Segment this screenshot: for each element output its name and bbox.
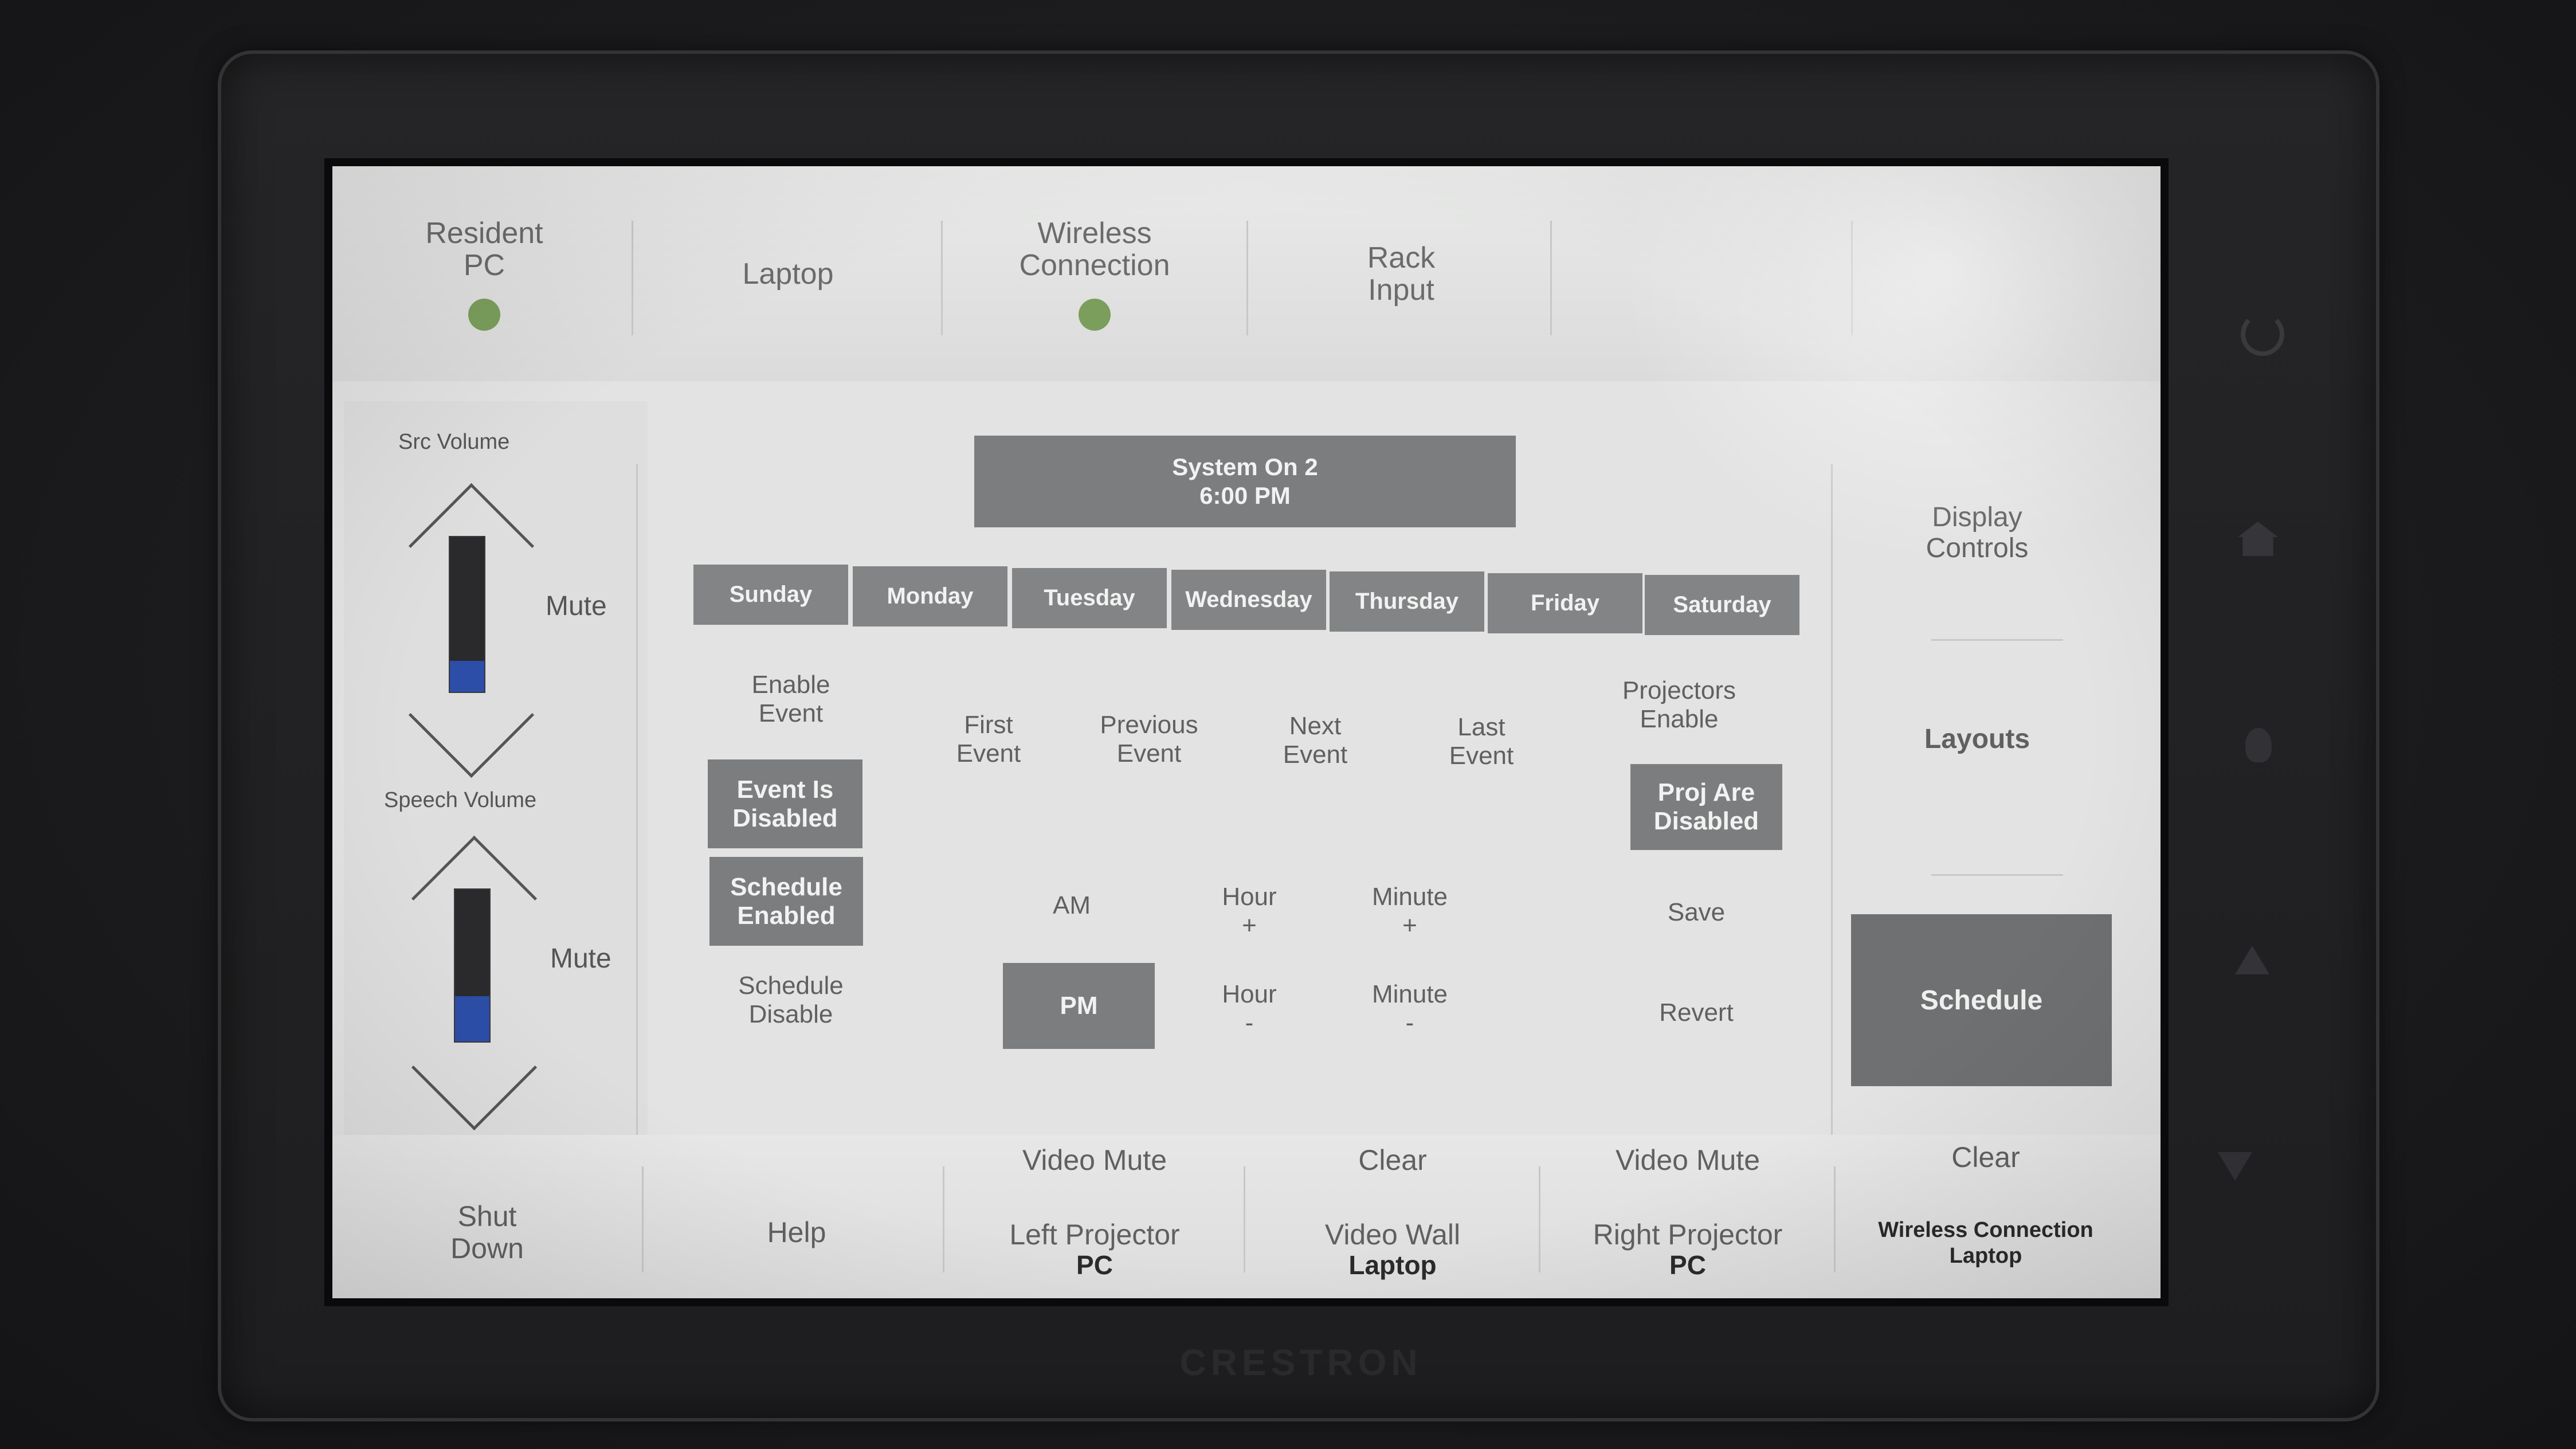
divider [941, 221, 943, 335]
revert-button[interactable]: Revert [1659, 998, 1734, 1027]
source-label: Resident PC [425, 216, 543, 282]
minute-increase-button[interactable]: Minute + [1371, 883, 1448, 939]
divider [1246, 221, 1248, 335]
divider [1851, 221, 1853, 335]
bottom-bar [332, 1135, 2161, 1298]
video-wall-name: Video Wall [1324, 1219, 1461, 1251]
source-empty-button[interactable] [1854, 166, 2158, 381]
layouts-button[interactable]: Layouts [1924, 724, 2030, 754]
first-event-button[interactable]: First Event [956, 711, 1021, 767]
video-wall-clear-button[interactable]: Clear [1358, 1144, 1427, 1176]
brand-logo: CRESTRON [1179, 1342, 1422, 1383]
power-icon[interactable] [2241, 312, 2284, 356]
wireless-connection-source: Laptop [1949, 1244, 2022, 1268]
schedule-enabled-button[interactable]: Schedule Enabled [709, 857, 863, 946]
speech-volume-level [455, 996, 489, 1041]
save-button[interactable]: Save [1667, 898, 1726, 926]
hour-decrease-button[interactable]: Hour - [1222, 980, 1277, 1037]
right-projector-control[interactable]: Video Mute Right Projector PC [1539, 1135, 1837, 1298]
wireless-connection-name: Wireless Connection [1878, 1218, 2093, 1242]
speech-mute-button[interactable]: Mute [550, 943, 611, 974]
divider [943, 1166, 944, 1272]
am-button[interactable]: AM [1053, 891, 1091, 919]
video-wall-control[interactable]: Clear Video Wall Laptop [1244, 1135, 1542, 1298]
day-friday[interactable]: Friday [1488, 573, 1642, 633]
divider [1539, 1166, 1540, 1272]
divider [632, 221, 633, 335]
day-sunday[interactable]: Sunday [693, 565, 848, 625]
day-tuesday[interactable]: Tuesday [1012, 568, 1167, 628]
divider [1931, 874, 2063, 876]
divider [1244, 1166, 1245, 1272]
divider [642, 1166, 644, 1272]
last-event-button[interactable]: Last Event [1449, 713, 1514, 770]
source-label: Laptop [742, 257, 834, 291]
schedule-disable-button[interactable]: Schedule Disable [738, 972, 844, 1028]
enable-event-button[interactable]: Enable Event [751, 671, 830, 727]
left-projector-source: PC [1076, 1250, 1113, 1280]
day-monday[interactable]: Monday [853, 566, 1007, 626]
event-display: System On 2 6:00 PM [974, 436, 1516, 527]
source-rack-input-button[interactable]: Rack Input [1249, 166, 1553, 381]
divider [1931, 639, 2063, 641]
day-wednesday[interactable]: Wednesday [1171, 570, 1326, 630]
right-projector-name: Right Projector [1593, 1219, 1783, 1251]
hour-increase-button[interactable]: Hour + [1222, 883, 1277, 939]
right-projector-source: PC [1669, 1250, 1706, 1280]
divider [1834, 1166, 1836, 1272]
day-thursday[interactable]: Thursday [1330, 571, 1484, 632]
left-projector-video-mute-button[interactable]: Video Mute [1022, 1144, 1167, 1176]
lightbulb-icon[interactable] [2245, 728, 2272, 762]
right-projector-video-mute-button[interactable]: Video Mute [1615, 1144, 1761, 1176]
video-wall-source: Laptop [1348, 1250, 1437, 1280]
next-event-button[interactable]: Next Event [1283, 712, 1348, 769]
active-indicator-icon [1079, 298, 1111, 331]
divider [1550, 221, 1552, 335]
src-volume-label: Src Volume [398, 430, 510, 454]
active-indicator-icon [468, 298, 500, 331]
speech-volume-bar[interactable] [454, 888, 491, 1043]
display-controls-button[interactable]: Display Controls [1926, 502, 2029, 563]
divider [1831, 464, 1833, 1232]
src-volume-bar[interactable] [449, 536, 485, 693]
event-disabled-button[interactable]: Event Is Disabled [708, 759, 862, 848]
event-time: 6:00 PM [1199, 482, 1291, 509]
projectors-enable-button[interactable]: Projectors Enable [1622, 676, 1736, 733]
wireless-connection-control[interactable]: Clear Wireless Connection Laptop [1837, 1135, 2135, 1298]
source-resident-pc-button[interactable]: Resident PC [332, 166, 636, 381]
volume-panel [344, 401, 648, 1267]
left-projector-control[interactable]: Video Mute Left Projector PC [946, 1135, 1244, 1298]
help-button[interactable]: Help [767, 1216, 826, 1248]
source-label: Wireless Connection [1019, 216, 1170, 282]
pm-button[interactable]: PM [1003, 963, 1155, 1049]
src-mute-button[interactable]: Mute [546, 591, 607, 621]
shut-down-button[interactable]: Shut Down [450, 1200, 524, 1264]
source-empty-button[interactable] [1553, 166, 1857, 381]
source-laptop-button[interactable]: Laptop [636, 166, 940, 381]
touch-screen: Resident PC Laptop Wireless Connection R… [332, 166, 2161, 1298]
left-projector-name: Left Projector [1009, 1219, 1180, 1251]
event-title: System On 2 [1172, 453, 1318, 480]
minute-decrease-button[interactable]: Minute - [1371, 980, 1448, 1037]
wireless-connection-clear-button[interactable]: Clear [1951, 1141, 2020, 1173]
previous-event-button[interactable]: Previous Event [1100, 711, 1198, 767]
divider [636, 464, 638, 1238]
schedule-button[interactable]: Schedule [1851, 914, 2112, 1086]
projectors-disabled-button[interactable]: Proj Are Disabled [1630, 764, 1782, 850]
source-wireless-connection-button[interactable]: Wireless Connection [943, 166, 1246, 381]
day-saturday[interactable]: Saturday [1645, 575, 1799, 635]
speech-volume-label: Speech Volume [384, 788, 537, 812]
src-volume-level [450, 661, 484, 692]
source-label: Rack Input [1367, 241, 1436, 307]
